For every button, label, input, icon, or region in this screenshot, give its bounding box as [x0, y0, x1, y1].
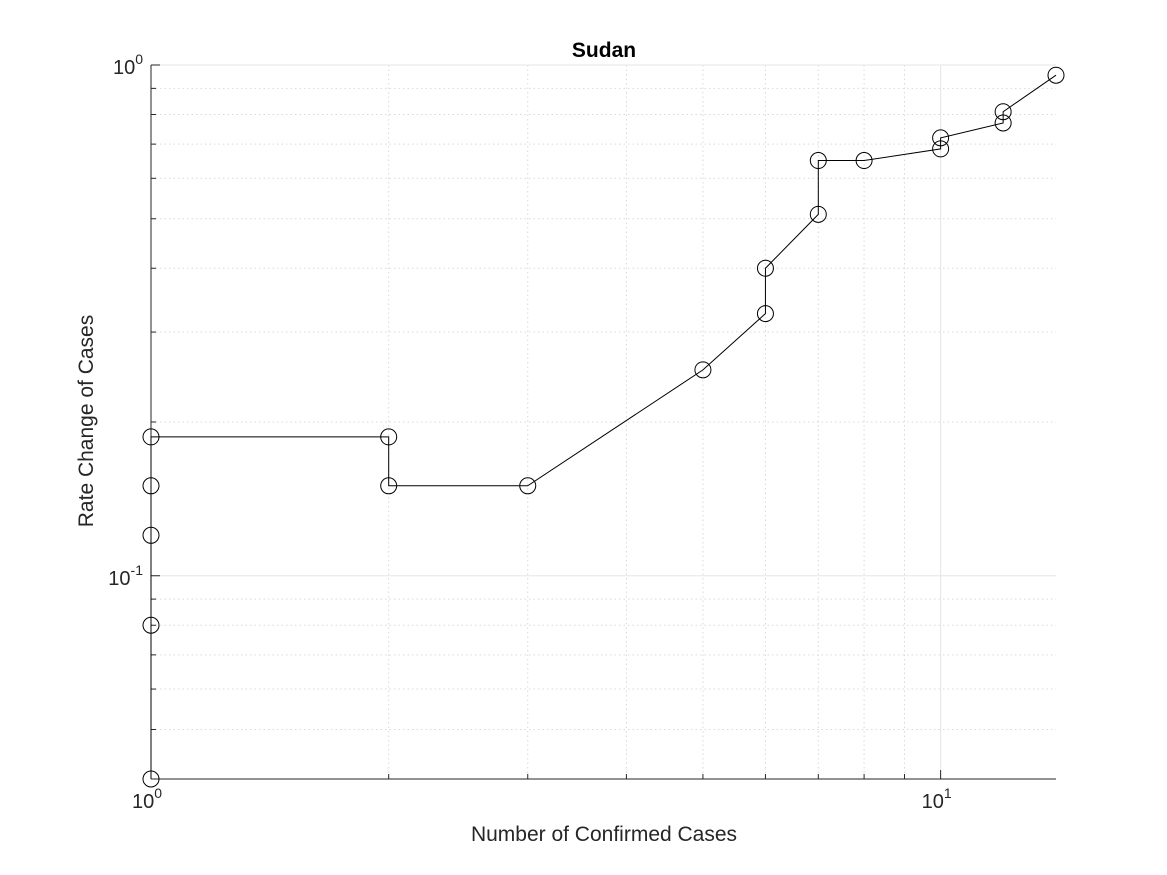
- data-point: [142, 526, 160, 544]
- data-point: [809, 205, 827, 223]
- data-point: [932, 140, 950, 158]
- data-point: [142, 616, 160, 634]
- x-tick-label: 100: [132, 785, 162, 813]
- chart-title: Sudan: [572, 39, 636, 62]
- data-point: [994, 103, 1012, 121]
- x-axis-label: Number of Confirmed Cases: [471, 823, 737, 846]
- data-point: [855, 152, 873, 170]
- y-tick-label: 10-1: [108, 562, 143, 590]
- data-point: [519, 477, 537, 495]
- data-point: [756, 259, 774, 277]
- data-point: [142, 428, 160, 446]
- data-point: [756, 305, 774, 323]
- data-point: [994, 114, 1012, 132]
- y-tick-label: 100: [113, 51, 143, 79]
- grid: [150, 64, 1056, 780]
- data-point: [380, 428, 398, 446]
- data-point: [142, 477, 160, 495]
- series-line: [150, 74, 1057, 779]
- data-point: [142, 770, 160, 788]
- data-point: [694, 361, 712, 379]
- data-point: [1047, 66, 1065, 84]
- data-point: [380, 477, 398, 495]
- data-point: [932, 129, 950, 147]
- y-axis-label: Rate Change of Cases: [75, 315, 98, 527]
- data-point: [809, 152, 827, 170]
- x-tick-label: 101: [922, 785, 952, 813]
- series-layer: [142, 66, 1065, 788]
- labels: Sudan Number of Confirmed Cases Rate Cha…: [75, 39, 737, 846]
